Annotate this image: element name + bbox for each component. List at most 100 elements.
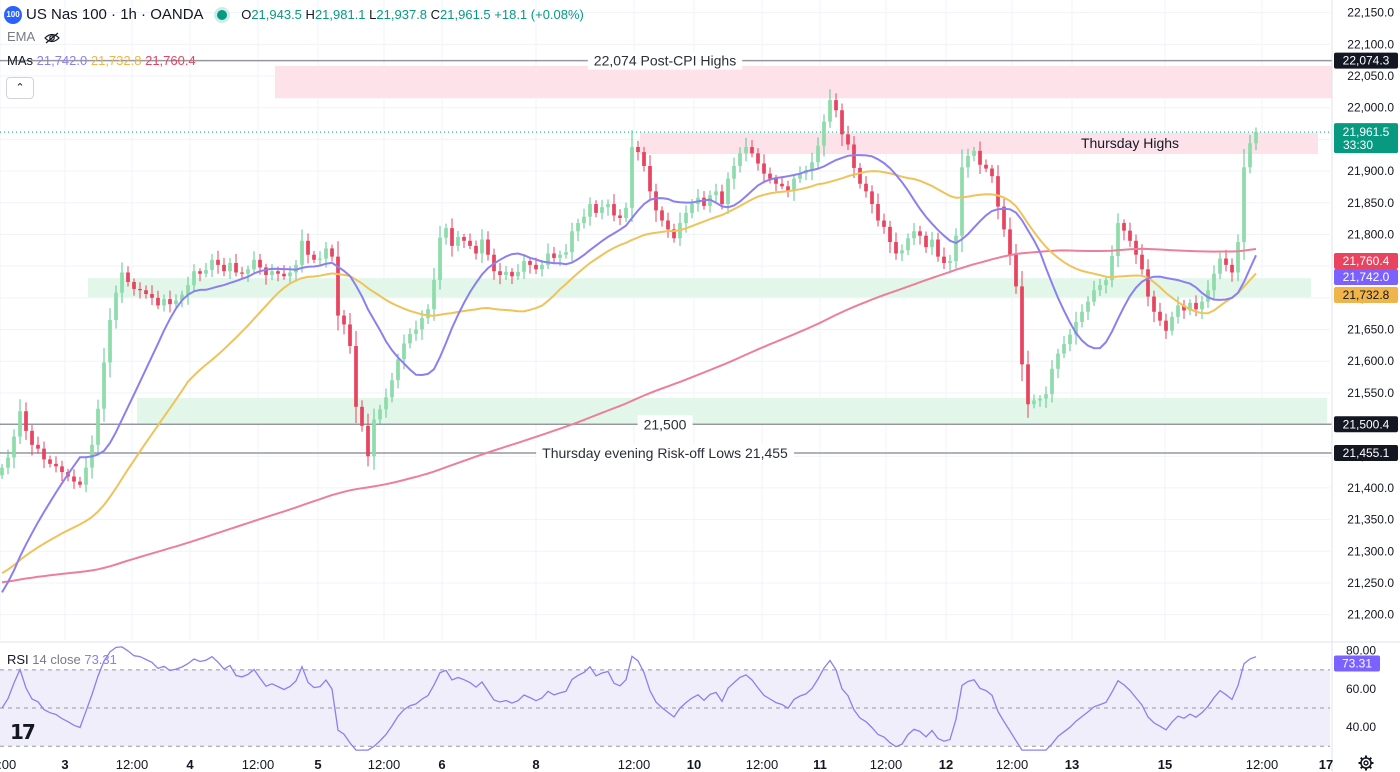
tag-ma-slow-bg xyxy=(1334,253,1398,269)
candle-body xyxy=(456,236,460,246)
candle-body xyxy=(1098,285,1102,291)
tag-rsi-value-bg xyxy=(1334,655,1380,672)
candle-body xyxy=(738,153,742,167)
candle-body xyxy=(714,191,718,196)
candle-body xyxy=(792,178,796,192)
candle-body xyxy=(510,271,514,277)
price-tick-label: 22,150.0 xyxy=(1347,6,1394,20)
price-tick-label: 21,250.0 xyxy=(1347,576,1394,590)
candle-body xyxy=(1242,167,1246,243)
candle-body xyxy=(348,324,352,346)
candle-body xyxy=(648,166,652,192)
candle-body xyxy=(1158,311,1162,321)
candle-body xyxy=(744,147,748,154)
price-tick-label: 21,800.0 xyxy=(1347,227,1394,241)
candle-body xyxy=(102,362,106,409)
time-tick-label: 4 xyxy=(186,757,194,772)
candle-body xyxy=(0,467,4,476)
candle-body xyxy=(468,240,472,246)
candle-body xyxy=(504,271,508,276)
candle-body xyxy=(342,315,346,325)
candle-body xyxy=(732,166,736,179)
rsi-line xyxy=(1,646,1257,751)
candle-body xyxy=(336,256,340,316)
rsi-tick-label: 60.00 xyxy=(1346,682,1376,696)
symbol-title[interactable]: US Nas 100 · 1h · OANDA xyxy=(26,6,204,23)
candle-body xyxy=(1248,143,1252,168)
candle-body xyxy=(750,147,754,154)
candle-body xyxy=(1020,286,1024,365)
candle-body xyxy=(960,167,964,236)
candle-body xyxy=(174,300,178,305)
settings-gear-icon[interactable] xyxy=(1358,755,1374,771)
candle-body xyxy=(900,250,904,254)
candle-body xyxy=(1038,398,1042,401)
candle-body xyxy=(954,235,958,262)
price-tick-label: 21,650.0 xyxy=(1347,323,1394,337)
price-tick-label: 21,550.0 xyxy=(1347,386,1394,400)
tag-ma-fast: 21,742.0 xyxy=(1343,270,1390,284)
rsi-params: 14 close xyxy=(32,652,81,667)
candle-body xyxy=(300,240,304,265)
candle-body xyxy=(282,273,286,277)
candle-body xyxy=(432,280,436,310)
candle-body xyxy=(420,318,424,330)
candle-body xyxy=(198,271,202,274)
candle-body xyxy=(558,254,562,258)
candle-body xyxy=(54,463,58,467)
candle-body xyxy=(810,162,814,171)
time-tick-label: 15 xyxy=(1158,757,1172,772)
high-label: H xyxy=(305,7,315,22)
time-tick-label: 12:00 xyxy=(0,757,16,772)
tag-level-21455-bg xyxy=(1334,445,1398,462)
ma-legend[interactable]: MAs 21,742.0 21,732.8 21,760.4 xyxy=(7,53,196,68)
tag-level-21455: 21,455.1 xyxy=(1343,446,1390,460)
price-tick-label: 21,850.0 xyxy=(1347,196,1394,210)
candle-body xyxy=(576,223,580,232)
level-label: 22,074 Post-CPI Highs xyxy=(594,53,736,69)
tag-ma-slow: 21,760.4 xyxy=(1343,254,1390,268)
candle-body xyxy=(588,204,592,217)
candle-body xyxy=(942,256,946,263)
candle-body xyxy=(1164,320,1168,331)
price-tick-label: 21,300.0 xyxy=(1347,544,1394,558)
collapse-legend-button[interactable]: ⌃ xyxy=(6,77,34,99)
time-tick-label: 12:00 xyxy=(618,757,651,772)
candle-body xyxy=(132,281,136,289)
candle-body xyxy=(36,444,40,449)
candle-body xyxy=(222,264,226,272)
tag-last-price: 21,961.5 xyxy=(1343,125,1390,139)
candle-body xyxy=(798,173,802,179)
gear-tooth xyxy=(1359,756,1364,761)
symbol-logo-icon: 100 xyxy=(4,6,22,25)
candle-body xyxy=(246,269,250,274)
candle-body xyxy=(1218,258,1222,274)
candle-body xyxy=(372,419,376,457)
candle-body xyxy=(786,186,790,192)
candle-body xyxy=(978,150,982,165)
ma-line-slow xyxy=(1,247,1257,584)
candle-body xyxy=(234,262,238,273)
candle-body xyxy=(666,220,670,230)
candle-body xyxy=(1104,280,1108,286)
rsi-legend[interactable]: RSI 14 close 73.31 xyxy=(7,652,117,667)
eye-off-icon[interactable] xyxy=(44,32,60,44)
gear-tooth xyxy=(1368,756,1373,761)
time-tick-label: 13 xyxy=(1065,757,1079,772)
candle-body xyxy=(144,290,148,295)
candle-body xyxy=(846,134,850,145)
candle-body xyxy=(150,294,154,298)
candle-body xyxy=(1176,305,1180,317)
candle-body xyxy=(180,294,184,301)
candle-body xyxy=(486,239,490,255)
candle-body xyxy=(186,285,190,295)
time-tick-label: 3 xyxy=(61,757,68,772)
candle-body xyxy=(438,237,442,281)
candle-body xyxy=(882,220,886,227)
candle-body xyxy=(774,178,778,184)
candle-body xyxy=(378,409,382,420)
candle-body xyxy=(618,215,622,218)
ema-legend[interactable]: EMA xyxy=(7,29,60,44)
candle-body xyxy=(756,153,760,164)
